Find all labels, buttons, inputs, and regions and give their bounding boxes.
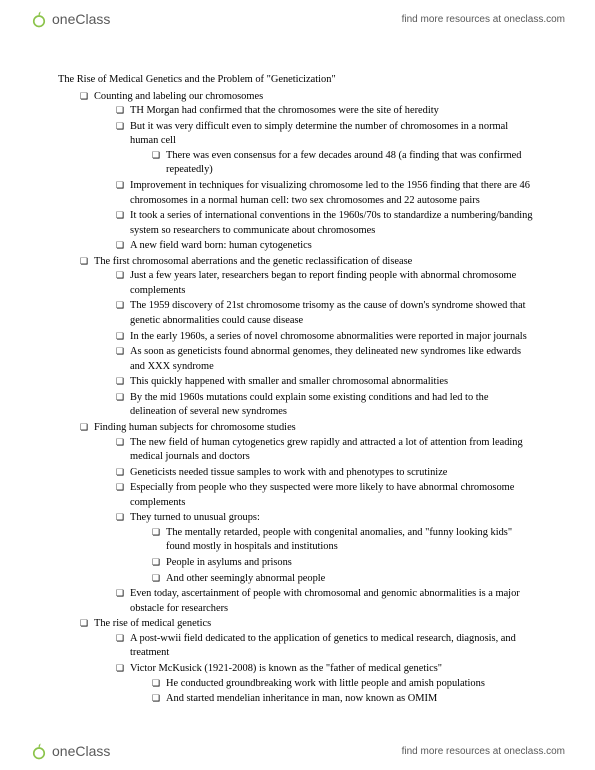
list-item-text: There was even consensus for a few decad… bbox=[166, 150, 521, 176]
list-item-text: In the early 1960s, a series of novel ch… bbox=[130, 331, 527, 342]
footer-link-text[interactable]: find more resources at oneclass.com bbox=[402, 746, 565, 757]
list-item-text: As soon as geneticists found abnormal ge… bbox=[130, 346, 521, 372]
section-heading: Finding human subjects for chromosome st… bbox=[94, 422, 296, 433]
page-footer: oneClass find more resources at oneclass… bbox=[0, 732, 595, 770]
document-outline: Counting and labeling our chromosomes TH … bbox=[58, 90, 537, 707]
list-item-text: A new field ward born: human cytogenetic… bbox=[130, 240, 312, 251]
list-item-text: Victor McKusick (1921-2008) is known as … bbox=[130, 663, 442, 674]
brand-name-one-footer: one bbox=[52, 743, 75, 759]
section-heading: The first chromosomal aberrations and th… bbox=[94, 256, 412, 267]
list-item-text: The new field of human cytogenetics grew… bbox=[130, 437, 523, 463]
list-item: This quickly happened with smaller and s… bbox=[116, 375, 537, 390]
list-item: As soon as geneticists found abnormal ge… bbox=[116, 345, 537, 374]
section-list: The new field of human cytogenetics grew… bbox=[94, 436, 537, 617]
brand-logo: oneClass bbox=[30, 10, 110, 28]
list-item-text: This quickly happened with smaller and s… bbox=[130, 376, 448, 387]
brand-logo-footer: oneClass bbox=[30, 742, 110, 760]
list-item-text: They turned to unusual groups: bbox=[130, 512, 260, 523]
list-item-text: Geneticists needed tissue samples to wor… bbox=[130, 467, 447, 478]
list-item-text: The mentally retarded, people with conge… bbox=[166, 527, 512, 553]
document-content: The Rise of Medical Genetics and the Pro… bbox=[0, 38, 595, 718]
list-item-text: He conducted groundbreaking work with li… bbox=[166, 678, 485, 689]
brand-name-class-footer: Class bbox=[75, 743, 110, 759]
header-link-text[interactable]: find more resources at oneclass.com bbox=[402, 14, 565, 25]
nested-list: The mentally retarded, people with conge… bbox=[130, 526, 537, 586]
list-item-text: Improvement in techniques for visualizin… bbox=[130, 180, 530, 206]
brand-name-class: Class bbox=[75, 11, 110, 27]
list-item-text: Even today, ascertainment of people with… bbox=[130, 588, 520, 614]
list-item: The new field of human cytogenetics grew… bbox=[116, 436, 537, 465]
section-list: TH Morgan had confirmed that the chromos… bbox=[94, 104, 537, 254]
list-item: Just a few years later, researchers bega… bbox=[116, 269, 537, 298]
brand-name-one: one bbox=[52, 11, 75, 27]
list-item-text: TH Morgan had confirmed that the chromos… bbox=[130, 105, 439, 116]
document-title: The Rise of Medical Genetics and the Pro… bbox=[58, 73, 537, 88]
list-item: In the early 1960s, a series of novel ch… bbox=[116, 330, 537, 345]
nested-list: There was even consensus for a few decad… bbox=[130, 149, 537, 178]
section-heading: Counting and labeling our chromosomes bbox=[94, 91, 263, 102]
list-item: And other seemingly abnormal people bbox=[152, 572, 537, 587]
list-item: A post-wwii field dedicated to the appli… bbox=[116, 632, 537, 661]
nested-list: He conducted groundbreaking work with li… bbox=[130, 677, 537, 707]
brand-name: oneClass bbox=[52, 11, 110, 27]
section-item: Counting and labeling our chromosomes TH … bbox=[80, 90, 537, 254]
list-item: The 1959 discovery of 21st chromosome tr… bbox=[116, 299, 537, 328]
list-item-text: By the mid 1960s mutations could explain… bbox=[130, 392, 488, 418]
section-item: The first chromosomal aberrations and th… bbox=[80, 255, 537, 420]
list-item-text: Especially from people who they suspecte… bbox=[130, 482, 514, 508]
list-item: The mentally retarded, people with conge… bbox=[152, 526, 537, 555]
list-item: They turned to unusual groups: The mental… bbox=[116, 511, 537, 586]
list-item-text: And started mendelian inheritance in man… bbox=[166, 693, 437, 704]
brand-name-footer: oneClass bbox=[52, 743, 110, 759]
leaf-icon bbox=[30, 10, 48, 28]
list-item-text: The 1959 discovery of 21st chromosome tr… bbox=[130, 300, 526, 326]
list-item-text: Just a few years later, researchers bega… bbox=[130, 270, 516, 296]
list-item: It took a series of international conven… bbox=[116, 209, 537, 238]
section-list: Just a few years later, researchers bega… bbox=[94, 269, 537, 420]
list-item: Geneticists needed tissue samples to wor… bbox=[116, 466, 537, 481]
list-item: And started mendelian inheritance in man… bbox=[152, 692, 537, 707]
page-header: oneClass find more resources at oneclass… bbox=[0, 0, 595, 38]
list-item: But it was very difficult even to simply… bbox=[116, 120, 537, 178]
list-item-text: People in asylums and prisons bbox=[166, 557, 292, 568]
list-item: There was even consensus for a few decad… bbox=[152, 149, 537, 178]
list-item: People in asylums and prisons bbox=[152, 556, 537, 571]
section-item: Finding human subjects for chromosome st… bbox=[80, 421, 537, 616]
list-item-text: And other seemingly abnormal people bbox=[166, 573, 325, 584]
section-list: A post-wwii field dedicated to the appli… bbox=[94, 632, 537, 707]
list-item: Even today, ascertainment of people with… bbox=[116, 587, 537, 616]
list-item: By the mid 1960s mutations could explain… bbox=[116, 391, 537, 420]
list-item: Improvement in techniques for visualizin… bbox=[116, 179, 537, 208]
list-item: Especially from people who they suspecte… bbox=[116, 481, 537, 510]
list-item-text: A post-wwii field dedicated to the appli… bbox=[130, 633, 516, 659]
list-item: He conducted groundbreaking work with li… bbox=[152, 677, 537, 692]
list-item: TH Morgan had confirmed that the chromos… bbox=[116, 104, 537, 119]
section-heading: The rise of medical genetics bbox=[94, 618, 211, 629]
leaf-icon bbox=[30, 742, 48, 760]
list-item: A new field ward born: human cytogenetic… bbox=[116, 239, 537, 254]
list-item: Victor McKusick (1921-2008) is known as … bbox=[116, 662, 537, 707]
section-item: The rise of medical genetics A post-wwii … bbox=[80, 617, 537, 706]
list-item-text: But it was very difficult even to simply… bbox=[130, 121, 508, 147]
list-item-text: It took a series of international conven… bbox=[130, 210, 533, 236]
